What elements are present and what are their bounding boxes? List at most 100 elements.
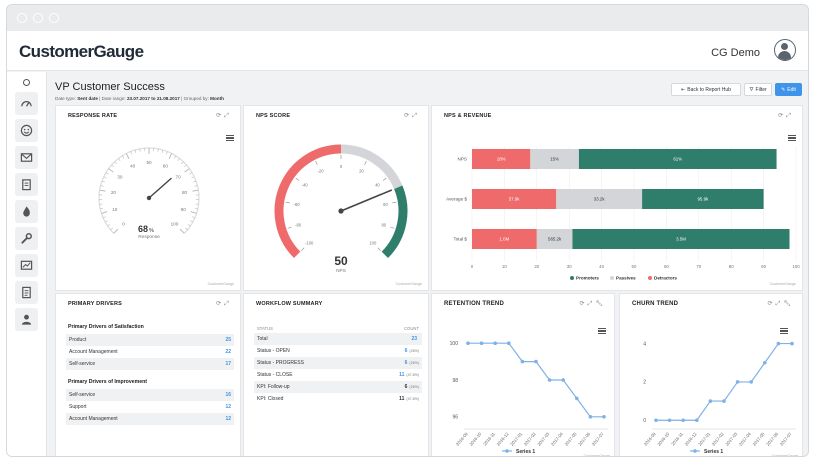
x-tick-label: 20 xyxy=(534,264,539,269)
gauge-tick-label: 80 xyxy=(381,223,386,228)
table-row[interactable]: Status - PROGRESS 6 (26%) xyxy=(254,357,422,369)
series-point xyxy=(534,359,538,364)
app-logo[interactable]: CustomerGauge xyxy=(19,42,144,61)
gauge-tick xyxy=(114,161,118,164)
panel-actions[interactable]: ⟳⤢ xyxy=(216,300,232,308)
hamburger-menu-icon[interactable] xyxy=(598,328,606,334)
table-row[interactable]: Self-service 16 xyxy=(66,389,234,401)
x-tick-label: 50 xyxy=(632,264,637,269)
gauge-tick xyxy=(134,149,137,153)
x-tick-label: 0 xyxy=(471,264,474,269)
hamburger-menu-icon[interactable] xyxy=(780,328,788,334)
y-tick-label: 96 xyxy=(452,415,458,421)
gauge-needle xyxy=(148,177,172,199)
table-row[interactable]: KPI: Closed 11 (47.8%) xyxy=(257,396,419,402)
table-row[interactable]: KPI: Follow-up 6 (26%) xyxy=(254,381,422,393)
gauge-tick-label: -60 xyxy=(294,202,301,207)
legend-label: Passives xyxy=(616,276,636,281)
back-to-report-hub-button[interactable]: ⇤ Back to Report Hub xyxy=(671,83,741,96)
gauge-tick xyxy=(105,220,108,223)
sidebar-collapse-icon[interactable] xyxy=(23,79,30,86)
hamburger-menu-icon[interactable] xyxy=(788,135,796,141)
panel-actions[interactable]: ⟳⤢🔧︎ xyxy=(580,300,606,308)
gauge-tick-label: 60 xyxy=(383,202,388,207)
x-tick-label: 2017-01 xyxy=(697,431,711,447)
table-row[interactable]: Status - CLOSE 11 (47.8%) xyxy=(257,372,419,378)
chart-credit: CustomerGauge xyxy=(395,282,422,286)
panel-actions[interactable]: ⟳⤢ xyxy=(778,112,794,120)
user-avatar-icon[interactable] xyxy=(774,39,796,61)
gauge-tick xyxy=(194,207,198,210)
workflow-table: STATUS COUNT Total 23 Status - OPEN 6 (26%) … xyxy=(254,322,422,412)
y-tick-label: 98 xyxy=(452,378,458,384)
table-row[interactable]: Account Management 12 xyxy=(66,413,234,425)
y-tick-label: 2 xyxy=(643,380,646,386)
panel-actions[interactable]: ⟳⤢🔧︎ xyxy=(768,300,794,308)
nps-revenue-panel: NPS & REVENUE ⟳⤢ 0 10 20 30 40 50 60 70 80 90 100 N… xyxy=(431,105,803,291)
data-label: 15% xyxy=(550,157,559,162)
clipboard-icon xyxy=(22,179,31,191)
panel-actions[interactable]: ⟳⤢ xyxy=(404,112,420,120)
satisfaction-heading: Primary Drivers of Satisfaction xyxy=(68,324,144,330)
window-minimize-dot[interactable] xyxy=(33,13,43,23)
sidebar-item-settings[interactable] xyxy=(15,227,38,250)
y-tick-label: 4 xyxy=(643,341,646,347)
hamburger-menu-icon[interactable] xyxy=(226,135,234,141)
sidebar-item-alerts[interactable] xyxy=(15,200,38,223)
sidebar-item-users[interactable] xyxy=(15,308,38,331)
table-row[interactable]: Self-service 17 xyxy=(66,358,234,370)
series-point xyxy=(695,418,699,423)
table-row[interactable]: Account Management 22 xyxy=(69,349,231,355)
legend-marker xyxy=(570,276,574,280)
gauge-tick xyxy=(190,211,197,214)
sidebar-item-mail[interactable] xyxy=(15,146,38,169)
x-tick-label: 2017-03 xyxy=(724,431,738,447)
chart-credit: CustomerGauge xyxy=(584,454,610,457)
x-tick-label: 80 xyxy=(729,264,734,269)
expand-icon: ⤢ xyxy=(587,301,596,307)
gauge-tick-label: -20 xyxy=(318,169,325,174)
sidebar-item-feedback[interactable] xyxy=(15,119,38,142)
smiley-icon xyxy=(20,124,33,137)
expand-icon: ⤢ xyxy=(412,113,420,119)
window-titlebar xyxy=(7,5,808,31)
panel-title: NPS SCORE xyxy=(256,113,291,119)
table-row[interactable]: Status - OPEN 6 (26%) xyxy=(257,348,419,354)
gauge-tick xyxy=(111,164,114,168)
edit-icon: ✎ xyxy=(781,86,786,93)
gauge-tick-label: 100 xyxy=(369,241,377,246)
gauge-tick-label: 90 xyxy=(181,207,187,212)
refresh-icon: ⟳ xyxy=(216,113,225,119)
data-label: 95.9k xyxy=(697,197,709,202)
sidebar-item-documents[interactable] xyxy=(15,281,38,304)
gauge-tick-label: 20 xyxy=(111,190,117,195)
x-tick-label: 2016-10 xyxy=(468,431,482,447)
gauge-tick xyxy=(295,177,300,181)
table-row[interactable]: Product 25 xyxy=(66,334,234,346)
user-name[interactable]: CG Demo xyxy=(711,47,760,59)
sidebar-item-dashboard[interactable] xyxy=(15,92,38,115)
gauge-tick xyxy=(392,201,397,204)
edit-button[interactable]: ✎ Edit xyxy=(775,83,802,96)
table-row[interactable]: Support 12 xyxy=(69,404,231,410)
improvement-heading: Primary Drivers of Improvement xyxy=(68,379,147,385)
chart-credit: CustomerGauge xyxy=(769,282,796,286)
filter-button[interactable]: ⛛ Filter xyxy=(744,83,772,96)
table-header: STATUS COUNT xyxy=(257,325,419,331)
sidebar-item-reports[interactable] xyxy=(15,173,38,196)
sidebar-item-charts[interactable] xyxy=(15,254,38,277)
y-tick-label: 0 xyxy=(643,418,646,424)
window-close-dot[interactable] xyxy=(17,13,27,23)
workflow-summary-panel: WORKFLOW SUMMARY STATUS COUNT Total 23 Sta… xyxy=(243,293,429,456)
panel-actions[interactable]: ⟳⤢ xyxy=(216,112,232,120)
bar-segment-promoters xyxy=(578,149,777,169)
gauge-tick-label: 70 xyxy=(176,175,182,180)
window-maximize-dot[interactable] xyxy=(49,13,59,23)
series-point xyxy=(493,341,497,345)
x-tick-label: 2016-10 xyxy=(656,431,670,447)
table-row[interactable]: Total 23 xyxy=(254,333,422,345)
response-rate-panel: RESPONSE RATE ⟳⤢ 0 10 20 30 40 50 60 70 80 90 100 6… xyxy=(55,105,241,291)
gauge-tick xyxy=(285,201,290,204)
